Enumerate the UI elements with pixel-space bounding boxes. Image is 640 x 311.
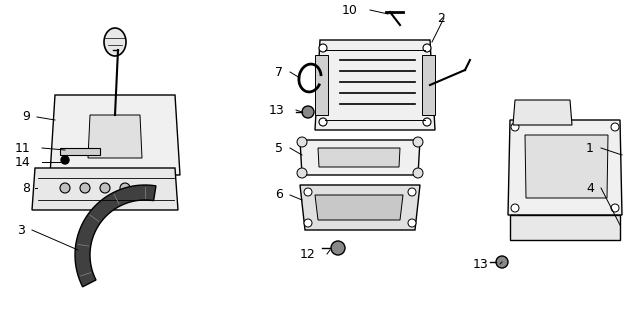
Polygon shape: [300, 185, 420, 230]
Circle shape: [511, 123, 519, 131]
Circle shape: [496, 256, 508, 268]
Text: 5: 5: [275, 142, 283, 155]
Circle shape: [413, 168, 423, 178]
Text: 7: 7: [275, 66, 283, 78]
Text: 9: 9: [22, 110, 30, 123]
Circle shape: [423, 44, 431, 52]
Polygon shape: [525, 135, 608, 198]
Text: 3: 3: [17, 224, 25, 236]
Polygon shape: [88, 115, 142, 158]
Circle shape: [319, 44, 327, 52]
Polygon shape: [318, 148, 400, 167]
Text: 8: 8: [22, 182, 30, 194]
Polygon shape: [422, 55, 435, 115]
Polygon shape: [315, 195, 403, 220]
Circle shape: [60, 183, 70, 193]
Circle shape: [611, 204, 619, 212]
Text: 13: 13: [472, 258, 488, 271]
Polygon shape: [513, 100, 572, 125]
Polygon shape: [300, 140, 420, 175]
Circle shape: [413, 137, 423, 147]
Text: 12: 12: [300, 248, 315, 261]
Text: 6: 6: [275, 188, 283, 202]
Circle shape: [408, 188, 416, 196]
Text: 13: 13: [268, 104, 284, 117]
Polygon shape: [60, 148, 100, 155]
Circle shape: [297, 137, 307, 147]
Polygon shape: [50, 95, 180, 175]
Text: 4: 4: [586, 182, 594, 194]
Circle shape: [120, 183, 130, 193]
Circle shape: [511, 204, 519, 212]
Circle shape: [423, 118, 431, 126]
Circle shape: [304, 219, 312, 227]
Circle shape: [304, 188, 312, 196]
Polygon shape: [510, 215, 620, 240]
Text: 2: 2: [437, 12, 445, 25]
Text: 1: 1: [586, 142, 594, 155]
Circle shape: [80, 183, 90, 193]
Circle shape: [100, 183, 110, 193]
Text: 10: 10: [342, 3, 358, 16]
Polygon shape: [32, 168, 178, 210]
Circle shape: [61, 156, 69, 164]
Polygon shape: [75, 185, 156, 287]
Polygon shape: [315, 40, 435, 130]
Polygon shape: [315, 55, 328, 115]
Polygon shape: [508, 120, 622, 215]
Text: 14: 14: [14, 156, 30, 169]
Circle shape: [331, 241, 345, 255]
Circle shape: [302, 106, 314, 118]
Circle shape: [297, 168, 307, 178]
Circle shape: [319, 118, 327, 126]
Text: 11: 11: [14, 142, 30, 155]
Ellipse shape: [104, 28, 126, 56]
Circle shape: [408, 219, 416, 227]
Circle shape: [611, 123, 619, 131]
